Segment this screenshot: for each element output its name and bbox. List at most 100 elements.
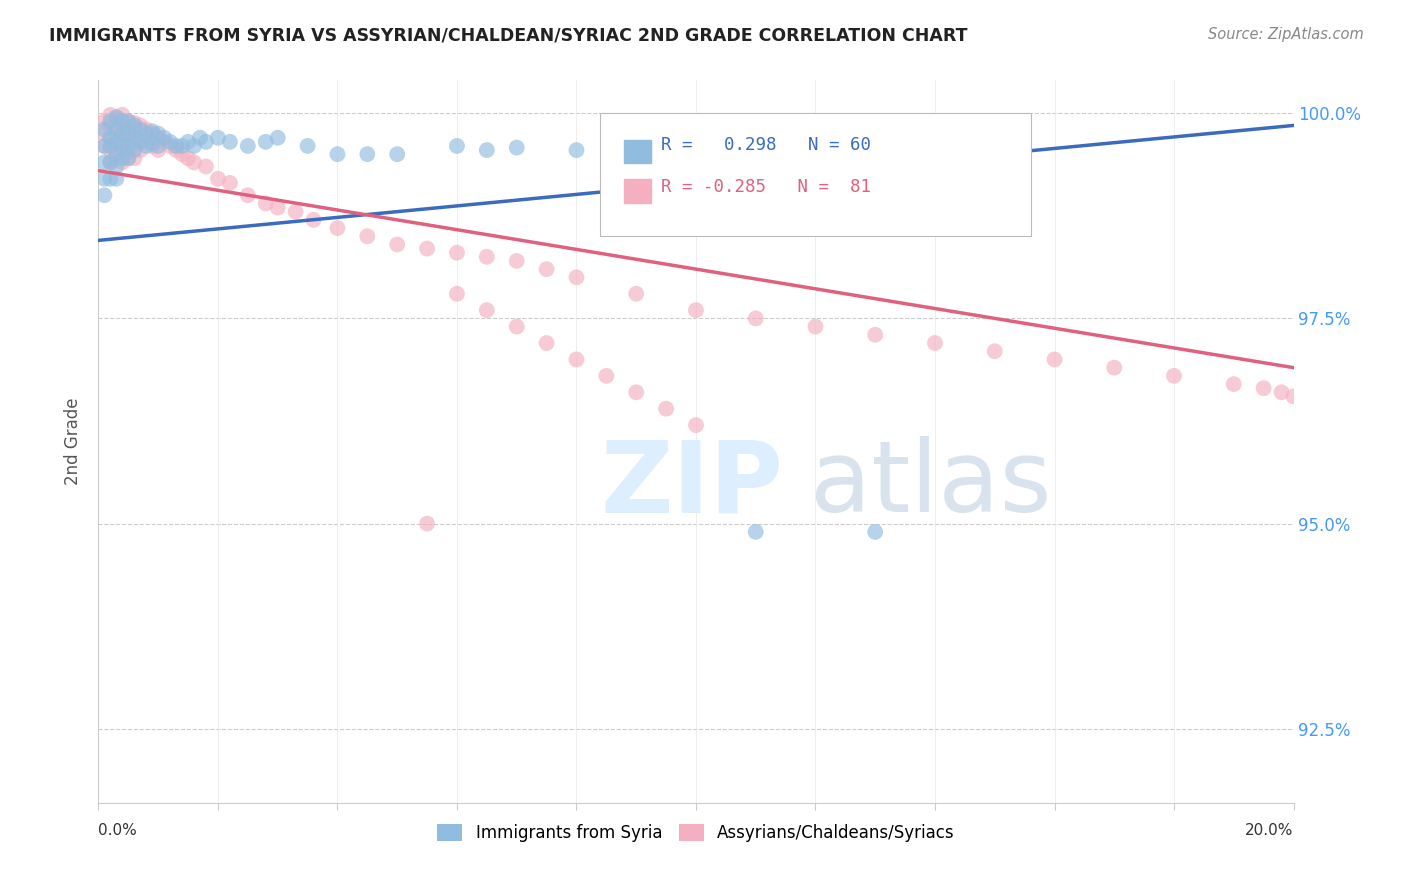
Point bbox=[267, 201, 290, 215]
Point bbox=[236, 139, 259, 153]
Point bbox=[105, 147, 128, 161]
Point bbox=[135, 127, 157, 141]
Point bbox=[105, 110, 128, 124]
Point bbox=[111, 108, 134, 122]
Legend: Immigrants from Syria, Assyrians/Chaldeans/Syriacs: Immigrants from Syria, Assyrians/Chaldea… bbox=[430, 817, 962, 848]
Point bbox=[117, 151, 139, 165]
Point bbox=[124, 130, 146, 145]
Point bbox=[183, 139, 205, 153]
Point bbox=[148, 143, 170, 157]
Point bbox=[626, 143, 648, 157]
Point bbox=[93, 188, 115, 202]
Point bbox=[865, 524, 887, 539]
Point bbox=[105, 160, 128, 174]
Point bbox=[207, 130, 229, 145]
Point bbox=[172, 147, 194, 161]
Point bbox=[105, 110, 128, 124]
Point bbox=[117, 127, 139, 141]
Point bbox=[98, 171, 122, 186]
Point bbox=[165, 139, 187, 153]
Point bbox=[124, 151, 146, 165]
Point bbox=[105, 122, 128, 136]
Point bbox=[172, 139, 194, 153]
Point bbox=[506, 319, 529, 334]
Point bbox=[105, 135, 128, 149]
Bar bbox=[624, 179, 651, 203]
Point bbox=[183, 155, 205, 169]
Point bbox=[1271, 385, 1294, 400]
Point bbox=[124, 119, 146, 133]
Point bbox=[124, 116, 146, 130]
Point bbox=[148, 127, 170, 141]
Point bbox=[153, 130, 176, 145]
Point bbox=[475, 250, 498, 264]
Point bbox=[254, 135, 277, 149]
Point bbox=[93, 139, 115, 153]
Text: 0.0%: 0.0% bbox=[98, 823, 138, 838]
Point bbox=[129, 143, 152, 157]
Point bbox=[148, 130, 170, 145]
Point bbox=[254, 196, 277, 211]
Y-axis label: 2nd Grade: 2nd Grade bbox=[65, 398, 83, 485]
Point bbox=[565, 352, 588, 367]
Point bbox=[207, 171, 229, 186]
Point bbox=[141, 139, 163, 153]
Point bbox=[124, 127, 146, 141]
Point bbox=[98, 143, 122, 157]
Text: R =   0.298   N = 60: R = 0.298 N = 60 bbox=[661, 136, 872, 154]
Point bbox=[506, 254, 529, 268]
Point bbox=[195, 135, 218, 149]
Point bbox=[326, 147, 349, 161]
Point bbox=[135, 139, 157, 153]
Point bbox=[416, 242, 439, 256]
Point bbox=[159, 139, 181, 153]
Text: 20.0%: 20.0% bbox=[1246, 823, 1294, 838]
Point bbox=[124, 143, 146, 157]
Point bbox=[595, 368, 617, 383]
Point bbox=[804, 319, 827, 334]
Point bbox=[105, 171, 128, 186]
Point bbox=[105, 135, 128, 149]
Bar bbox=[624, 139, 651, 163]
Point bbox=[1163, 368, 1185, 383]
Point bbox=[446, 286, 468, 301]
Point bbox=[745, 311, 768, 326]
Point bbox=[159, 135, 181, 149]
Point bbox=[117, 114, 139, 128]
Point bbox=[565, 270, 588, 285]
FancyBboxPatch shape bbox=[600, 112, 1031, 235]
Point bbox=[284, 204, 307, 219]
Point bbox=[1043, 352, 1066, 367]
Point bbox=[141, 136, 163, 151]
Point bbox=[111, 143, 134, 157]
Point bbox=[98, 155, 122, 169]
Point bbox=[93, 139, 115, 153]
Point bbox=[93, 171, 115, 186]
Point bbox=[117, 151, 139, 165]
Point bbox=[98, 130, 122, 145]
Point bbox=[219, 135, 242, 149]
Point bbox=[475, 303, 498, 318]
Point bbox=[685, 135, 707, 149]
Point bbox=[655, 401, 678, 416]
Point bbox=[177, 135, 200, 149]
Point bbox=[267, 130, 290, 145]
Point bbox=[93, 114, 115, 128]
Point bbox=[195, 160, 218, 174]
Point bbox=[1104, 360, 1126, 375]
Point bbox=[98, 119, 122, 133]
Point bbox=[475, 143, 498, 157]
Point bbox=[105, 122, 128, 136]
Text: IMMIGRANTS FROM SYRIA VS ASSYRIAN/CHALDEAN/SYRIAC 2ND GRADE CORRELATION CHART: IMMIGRANTS FROM SYRIA VS ASSYRIAN/CHALDE… bbox=[49, 27, 967, 45]
Point bbox=[565, 143, 588, 157]
Point bbox=[536, 336, 558, 351]
Point bbox=[148, 139, 170, 153]
Point bbox=[356, 147, 378, 161]
Point bbox=[219, 176, 242, 190]
Point bbox=[93, 127, 115, 141]
Point bbox=[626, 286, 648, 301]
Point bbox=[135, 135, 157, 149]
Point bbox=[98, 139, 122, 153]
Point bbox=[536, 262, 558, 277]
Text: R = -0.285   N =  81: R = -0.285 N = 81 bbox=[661, 178, 872, 196]
